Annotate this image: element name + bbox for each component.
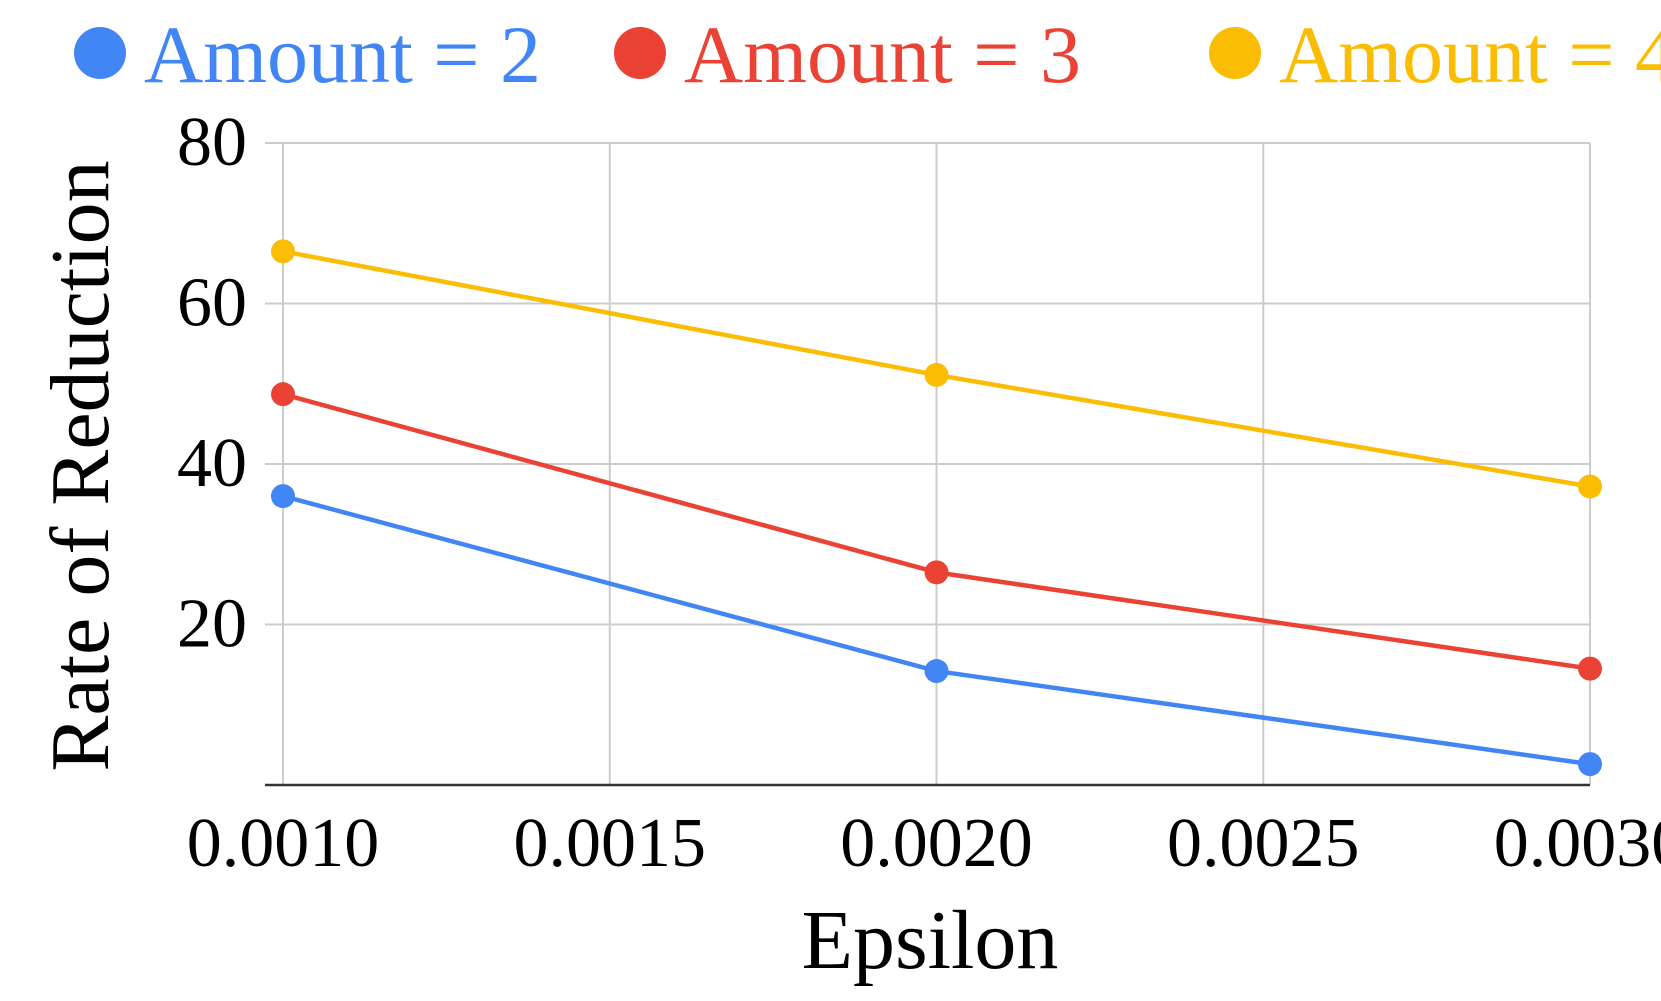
data-point: [271, 239, 295, 264]
x-axis-label: Epsilon: [802, 894, 1059, 987]
x-tick-label: 0.0030: [1494, 805, 1661, 882]
data-point: [271, 382, 295, 407]
x-tick-label: 0.0015: [514, 805, 707, 882]
legend-label: Amount = 4: [1279, 9, 1661, 100]
data-point: [1578, 474, 1602, 499]
series-group: [271, 239, 1602, 777]
legend-marker: [74, 27, 126, 79]
y-tick-label: 20: [177, 586, 247, 663]
y-axis-ticks: 20 40 60 80: [177, 104, 247, 663]
x-tick-label: 0.0025: [1167, 805, 1360, 882]
data-point: [271, 484, 295, 509]
legend-label: Amount = 2: [144, 9, 541, 100]
data-point: [924, 659, 949, 684]
x-tick-label: 0.0010: [187, 805, 380, 882]
legend-marker: [1209, 27, 1261, 79]
x-tick-label: 0.0020: [840, 805, 1033, 882]
y-tick-label: 40: [177, 425, 247, 502]
legend: Amount = 2 Amount = 3 Amount = 4: [74, 9, 1661, 100]
grid-lines: [265, 142, 1591, 785]
legend-marker: [614, 27, 666, 79]
x-axis-ticks: 0.0010 0.0015 0.0020 0.0025 0.0030: [187, 805, 1661, 882]
y-tick-label: 80: [177, 104, 247, 181]
data-point: [1578, 656, 1602, 681]
legend-label: Amount = 3: [684, 9, 1081, 100]
y-tick-label: 60: [177, 265, 247, 342]
y-axis-label: Rate of Reduction: [34, 160, 127, 771]
data-point: [924, 362, 949, 387]
data-point: [1578, 752, 1602, 777]
data-point: [924, 560, 949, 585]
